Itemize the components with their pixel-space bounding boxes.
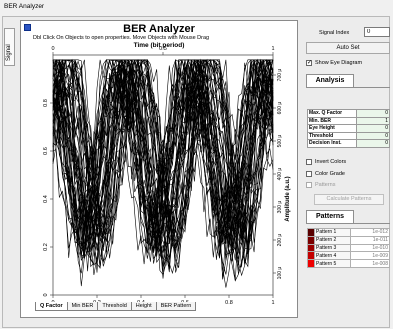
eye-trace [53, 59, 273, 272]
x-tick-label: 0.8 [225, 300, 233, 306]
analysis-value: 1 [356, 116, 390, 125]
invert-colors-label: Invert Colors [315, 159, 347, 165]
eye-trace [52, 93, 274, 266]
y-right-tick-label: 200 μ [277, 234, 283, 247]
calculate-patterns-button[interactable]: Calculate Patterns [314, 194, 384, 205]
auto-set-button[interactable]: Auto Set [306, 42, 390, 54]
show-eye-label: Show Eye Diagram [315, 60, 363, 66]
signal-index-label: Signal Index [319, 30, 350, 36]
analysis-value: 0 [356, 124, 390, 133]
x-tick-label: 1 [271, 300, 274, 306]
pattern-value: 1e-012 [350, 228, 390, 237]
patterns-check-label: Patterns [315, 182, 336, 188]
analysis-row: Max. Q Factor 0 [306, 109, 390, 118]
pattern-value: 1e-008 [350, 259, 390, 268]
pattern-row[interactable]: Pattern 5 1e-008 [307, 259, 390, 268]
color-grade-checkbox[interactable] [306, 171, 312, 177]
pattern-row[interactable]: Pattern 2 1e-011 [307, 235, 390, 245]
eye-traces [52, 58, 274, 288]
show-eye-checkbox[interactable]: ✓ [306, 60, 313, 66]
tab-signal-label: Signal [6, 44, 12, 61]
eye-trace [52, 58, 274, 275]
pattern-name: Pattern 1 [314, 228, 351, 237]
pattern-color-swatch [307, 251, 315, 261]
analysis-value: 0 [356, 131, 390, 140]
y-tick-label: 0.8 [43, 99, 49, 107]
y-right-tick-label: 700 μ [277, 69, 283, 82]
window-title: BER Analyzer [4, 3, 45, 10]
analysis-value: 0 [356, 139, 390, 148]
y-right-tick-label: 500 μ [277, 135, 283, 148]
pattern-row[interactable]: Pattern 1 1e-012 [307, 228, 390, 237]
analysis-row: Threshold 0 [306, 131, 390, 140]
x-top-tick-label: 0.5 [159, 46, 167, 52]
right-axis-title: Amplitude (a.u.) [285, 176, 291, 221]
analysis-key: Threshold [306, 131, 358, 140]
pattern-row[interactable]: Pattern 4 1e-009 [307, 251, 390, 261]
y-tick-label: 0 [43, 293, 49, 296]
right-panel: Signal Index Auto Set ✓ Show Eye Diagram… [302, 20, 390, 320]
eye-trace [52, 79, 274, 287]
analysis-row: Min. BER 1 [306, 116, 390, 125]
pattern-row[interactable]: Pattern 3 1e-010 [307, 243, 390, 253]
pattern-value: 1e-009 [350, 251, 390, 261]
analysis-row: Eye Height 0 [306, 124, 390, 133]
bottom-tab-ber-pattern[interactable]: BER Pattern [155, 302, 197, 311]
x-top-tick-label: 1 [271, 46, 274, 52]
eye-trace [52, 82, 274, 274]
y-tick-label: 0.4 [43, 195, 49, 203]
plot-title: BER Analyzer [123, 23, 195, 35]
invert-colors-checkbox[interactable] [306, 159, 312, 165]
pattern-name: Pattern 5 [314, 259, 351, 268]
pattern-name: Pattern 4 [314, 251, 351, 261]
analysis-key: Min. BER [306, 116, 358, 125]
tab-signal[interactable]: Signal [4, 28, 15, 66]
y-right-tick-label: 600 μ [277, 102, 283, 115]
bottom-tab-q-factor[interactable]: Q Factor [35, 302, 68, 311]
tab-patterns[interactable]: Patterns [306, 210, 354, 223]
color-grade-label: Color Grade [315, 171, 345, 177]
tab-analysis[interactable]: Analysis [306, 74, 354, 87]
plot-instructions: Dbl Click On Objects to open properties.… [33, 35, 210, 41]
top-axis-title: Time (bit period) [133, 42, 185, 49]
eye-trace [52, 59, 274, 255]
patterns-divider [306, 223, 390, 224]
eye-trace [52, 59, 274, 251]
plot-panel[interactable]: BER Analyzer Dbl Click On Objects to ope… [20, 20, 298, 318]
bottom-tab-bar: Q Factor Min BER Threshold Height BER Patter… [35, 302, 197, 312]
analysis-value: 0 [356, 109, 390, 118]
analysis-row: Decision Inst. 0 [306, 139, 390, 148]
pattern-color-swatch [307, 243, 315, 253]
bottom-tab-height[interactable]: Height [130, 302, 157, 311]
analysis-divider [306, 87, 390, 88]
pattern-name: Pattern 3 [314, 243, 351, 253]
bottom-tab-threshold[interactable]: Threshold [97, 302, 132, 311]
analysis-key: Eye Height [306, 124, 358, 133]
eye-trace [52, 59, 274, 236]
y-right-tick-label: 400 μ [277, 168, 283, 181]
bottom-tab-min-ber[interactable]: Min BER [66, 302, 99, 311]
patterns-checkbox[interactable] [306, 182, 312, 188]
y-right-tick-label: 100 μ [277, 267, 283, 280]
pattern-color-swatch [307, 259, 315, 268]
signal-index-input[interactable] [364, 27, 390, 37]
pattern-color-swatch [307, 228, 315, 237]
eye-trace [52, 59, 274, 253]
y-right-tick-label: 300 μ [277, 201, 283, 214]
analysis-key: Max. Q Factor [306, 109, 358, 118]
y-tick-label: 0.2 [43, 243, 49, 251]
x-top-tick-label: 0 [51, 46, 54, 52]
analysis-key: Decision Inst. [306, 139, 358, 148]
analysis-table: Max. Q Factor 0 Min. BER 1 Eye Height 0 Thresh… [306, 109, 390, 148]
pattern-value: 1e-010 [350, 243, 390, 253]
pattern-value: 1e-011 [350, 235, 390, 245]
y-tick-label: 0.6 [43, 147, 49, 155]
eye-trace [52, 59, 274, 244]
app-icon [24, 24, 31, 31]
pattern-color-swatch [307, 235, 315, 245]
pattern-name: Pattern 2 [314, 235, 351, 245]
